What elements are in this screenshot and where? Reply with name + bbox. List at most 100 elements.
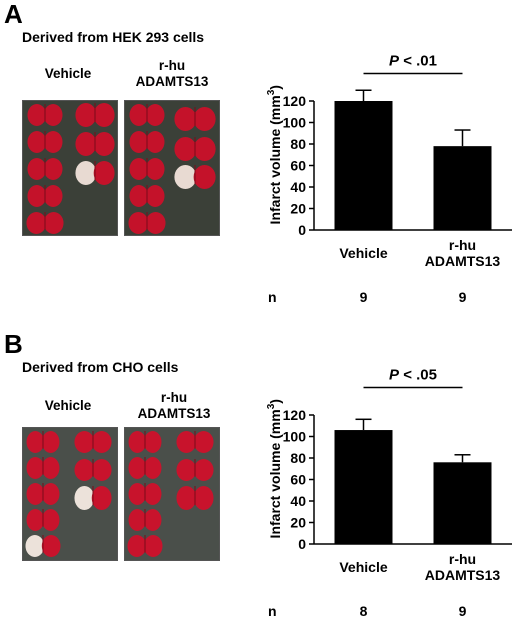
brain-slice — [127, 535, 163, 557]
y-tick-label: 100 — [283, 429, 307, 445]
brain-hemisphere-left — [129, 131, 149, 153]
n-value: 8 — [360, 603, 368, 619]
brain-hemisphere-left — [74, 459, 95, 481]
brain-hemisphere-right — [145, 158, 165, 180]
brain-slice — [25, 535, 61, 557]
p-symbol: P — [389, 367, 400, 384]
treatment-label-line-2: ADAMTS13 — [137, 406, 211, 421]
brain-hemisphere-left — [75, 132, 97, 156]
brain-hemisphere-right — [91, 459, 112, 481]
brain-hemisphere-right — [193, 137, 216, 161]
brain-hemisphere-left — [26, 509, 45, 531]
y-tick-label: 120 — [283, 407, 307, 423]
brain-hemisphere-left — [129, 104, 149, 126]
treatment-photo-label: r-hu ADAMTS13 — [124, 390, 224, 422]
treatment-photo-label: r-hu ADAMTS13 — [122, 58, 222, 90]
y-tick-label: 80 — [290, 136, 306, 152]
brain-slice — [27, 131, 63, 153]
brain-hemisphere-right — [145, 185, 165, 207]
y-tick-label: 80 — [290, 450, 306, 466]
brain-hemisphere-left — [27, 185, 47, 207]
brain-hemisphere-left — [174, 107, 197, 131]
brain-slice — [26, 457, 60, 479]
brain-slice — [128, 431, 162, 453]
brain-slice — [26, 212, 64, 234]
brain-hemisphere-right — [193, 431, 214, 453]
brain-hemisphere-right — [143, 483, 162, 505]
n-value: 9 — [459, 603, 467, 619]
brain-slice — [74, 431, 112, 453]
brain-hemisphere-right — [43, 158, 63, 180]
brain-slice — [26, 431, 60, 453]
y-tick-label: 0 — [298, 536, 306, 552]
brain-hemisphere-right — [193, 486, 214, 510]
brain-slice — [128, 457, 162, 479]
brain-hemisphere-left — [176, 431, 197, 453]
y-axis-label-unit-exponent: 3 — [266, 89, 277, 95]
brain-hemisphere-left — [26, 431, 45, 453]
treatment-label-line-2: ADAMTS13 — [135, 74, 209, 89]
brain-slice — [75, 103, 115, 127]
brain-slice — [75, 132, 115, 156]
brain-slice — [128, 509, 162, 531]
panel-letter: A — [4, 0, 23, 29]
brain-hemisphere-left — [26, 212, 47, 234]
photo-canvas — [23, 428, 117, 560]
x-category-label: r-hu — [449, 237, 476, 253]
brain-hemisphere-right — [193, 459, 214, 481]
y-axis-label-text: Infarct volume (mm — [267, 409, 283, 538]
y-axis-label-close: ) — [267, 399, 283, 404]
brain-hemisphere-right — [143, 457, 162, 479]
photo-canvas — [125, 101, 219, 235]
y-axis-label: Infarct volume (mm3) — [266, 399, 283, 538]
brain-slice — [129, 131, 165, 153]
bar-vehicle — [334, 430, 393, 544]
brain-hemisphere-right — [93, 103, 115, 127]
n-value: 9 — [459, 289, 467, 305]
brain-hemisphere-left — [128, 431, 147, 453]
brain-hemisphere-left — [27, 158, 47, 180]
brain-hemisphere-right — [91, 486, 112, 510]
brain-slice — [27, 185, 63, 207]
brain-slice — [129, 185, 165, 207]
brain-hemisphere-right — [43, 104, 63, 126]
n-value: 9 — [360, 289, 368, 305]
brain-slice — [176, 431, 214, 453]
bar-adamts13 — [433, 462, 492, 544]
y-tick-label: 40 — [290, 493, 306, 509]
vehicle-photo-label: Vehicle — [44, 398, 92, 413]
y-tick-label: 100 — [283, 115, 307, 131]
brain-slice — [27, 158, 63, 180]
brain-hemisphere-left — [174, 137, 197, 161]
significance-label: P < .01 — [389, 53, 437, 70]
panel-b: B Derived from CHO cells Vehicle r-hu AD… — [0, 314, 520, 628]
brain-hemisphere-left — [176, 459, 197, 481]
panel-title: Derived from HEK 293 cells — [22, 29, 205, 45]
brain-hemisphere-left — [27, 104, 47, 126]
brain-hemisphere-right — [145, 104, 165, 126]
x-category-label: Vehicle — [339, 245, 387, 261]
brain-slice — [26, 509, 60, 531]
brain-hemisphere-left — [74, 431, 95, 453]
brain-hemisphere-right — [143, 431, 162, 453]
infarct-region — [26, 541, 36, 555]
y-tick-label: 20 — [290, 201, 306, 217]
brain-hemisphere-right — [145, 212, 166, 234]
brain-hemisphere-left — [75, 103, 97, 127]
treatment-brain-slices-photo — [124, 100, 220, 236]
significance-label: P < .05 — [389, 367, 437, 384]
brain-hemisphere-right — [91, 431, 112, 453]
y-axis-label-unit-exponent: 3 — [266, 403, 277, 409]
n-label: n — [268, 603, 277, 619]
brain-slice — [174, 165, 216, 189]
infarct-volume-bar-chart: Infarct volume (mm3) 0 20 40 60 80 100 120 Vehic… — [266, 53, 512, 305]
bar-adamts13 — [433, 146, 492, 230]
infarct-volume-bar-chart: Infarct volume (mm3) 0 20 40 60 80 100 120 Vehic… — [266, 367, 512, 619]
infarct-region — [176, 171, 186, 186]
brain-hemisphere-right — [93, 161, 115, 185]
panel-a: A Derived from HEK 293 cells Vehicle r-h… — [0, 0, 520, 314]
brain-hemisphere-right — [145, 131, 165, 153]
brain-hemisphere-right — [43, 131, 63, 153]
brain-slice — [176, 459, 214, 481]
brain-hemisphere-left — [127, 535, 147, 557]
